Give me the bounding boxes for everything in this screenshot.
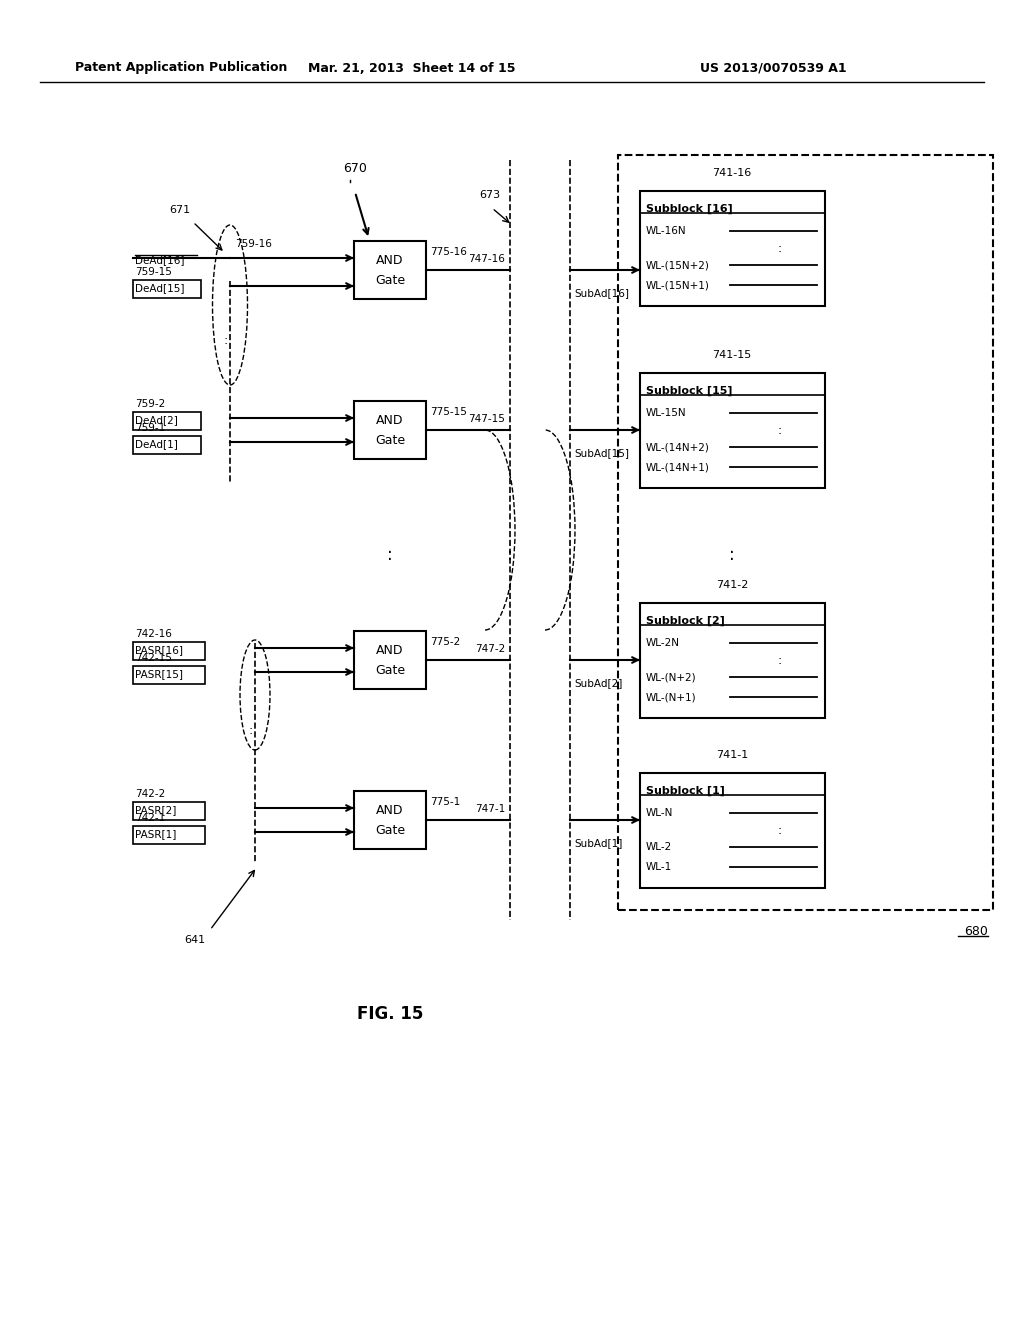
Text: WL-1: WL-1 bbox=[646, 862, 672, 873]
Text: SubAd[15]: SubAd[15] bbox=[574, 447, 629, 458]
Text: 742-16: 742-16 bbox=[135, 630, 172, 639]
Text: FIG. 15: FIG. 15 bbox=[356, 1005, 423, 1023]
Text: :: : bbox=[507, 546, 513, 564]
Text: :: : bbox=[729, 546, 735, 564]
Text: 742-2: 742-2 bbox=[135, 789, 165, 799]
Text: DeAd[15]: DeAd[15] bbox=[135, 282, 184, 293]
Bar bbox=[640, 191, 825, 306]
Text: 775-2: 775-2 bbox=[430, 638, 460, 647]
Text: SubAd[2]: SubAd[2] bbox=[574, 678, 623, 688]
Bar bbox=[354, 401, 426, 459]
Text: 673: 673 bbox=[479, 190, 501, 201]
Text: Subblock [15]: Subblock [15] bbox=[646, 385, 732, 396]
Text: WL-(N+2): WL-(N+2) bbox=[646, 672, 696, 682]
Bar bbox=[133, 803, 205, 820]
Text: 747-16: 747-16 bbox=[468, 253, 505, 264]
Text: 759-16: 759-16 bbox=[234, 239, 272, 249]
Bar bbox=[133, 667, 205, 684]
Text: 775-16: 775-16 bbox=[430, 247, 467, 257]
Text: :: : bbox=[778, 425, 782, 437]
Text: 741-2: 741-2 bbox=[716, 579, 749, 590]
Text: 670: 670 bbox=[343, 162, 367, 176]
Text: DeAd[1]: DeAd[1] bbox=[135, 440, 178, 449]
Text: 742-1: 742-1 bbox=[135, 813, 165, 822]
Text: :: : bbox=[778, 825, 782, 837]
Bar bbox=[133, 436, 201, 454]
Text: AND: AND bbox=[376, 804, 403, 817]
Text: WL-N: WL-N bbox=[646, 808, 674, 818]
Bar bbox=[133, 412, 201, 430]
Text: Subblock [2]: Subblock [2] bbox=[646, 616, 725, 626]
Bar bbox=[640, 374, 825, 488]
Text: AND: AND bbox=[376, 413, 403, 426]
Text: 671: 671 bbox=[169, 205, 190, 215]
Text: DeAd[16]: DeAd[16] bbox=[135, 255, 184, 265]
Text: WL-2N: WL-2N bbox=[646, 638, 680, 648]
Text: Subblock [1]: Subblock [1] bbox=[646, 785, 725, 796]
Bar bbox=[133, 642, 205, 660]
Text: Patent Application Publication: Patent Application Publication bbox=[75, 62, 288, 74]
Text: PASR[2]: PASR[2] bbox=[135, 805, 176, 814]
Text: WL-16N: WL-16N bbox=[646, 226, 687, 236]
Text: 747-2: 747-2 bbox=[475, 644, 505, 653]
Text: 759-2: 759-2 bbox=[135, 399, 165, 409]
Text: :: : bbox=[778, 655, 782, 668]
Text: AND: AND bbox=[376, 644, 403, 656]
Text: PASR[15]: PASR[15] bbox=[135, 669, 183, 678]
Text: 775-15: 775-15 bbox=[430, 407, 467, 417]
Bar bbox=[133, 826, 205, 843]
Text: SubAd[1]: SubAd[1] bbox=[574, 838, 623, 847]
Bar bbox=[354, 631, 426, 689]
Text: PASR[1]: PASR[1] bbox=[135, 829, 176, 840]
Bar bbox=[354, 242, 426, 300]
Text: PASR[16]: PASR[16] bbox=[135, 645, 183, 655]
Text: US 2013/0070539 A1: US 2013/0070539 A1 bbox=[700, 62, 847, 74]
Text: 742-15: 742-15 bbox=[135, 653, 172, 663]
Bar bbox=[133, 280, 201, 298]
Bar bbox=[640, 603, 825, 718]
Text: Gate: Gate bbox=[375, 273, 406, 286]
Text: Gate: Gate bbox=[375, 664, 406, 676]
Text: 759-15: 759-15 bbox=[135, 267, 172, 277]
Text: :: : bbox=[249, 723, 253, 737]
Text: 747-15: 747-15 bbox=[468, 414, 505, 424]
Text: WL-(14N+2): WL-(14N+2) bbox=[646, 442, 710, 451]
Text: Gate: Gate bbox=[375, 433, 406, 446]
Text: WL-(14N+1): WL-(14N+1) bbox=[646, 462, 710, 473]
Bar bbox=[640, 774, 825, 888]
Text: Gate: Gate bbox=[375, 824, 406, 837]
Text: AND: AND bbox=[376, 253, 403, 267]
Text: :: : bbox=[778, 243, 782, 256]
Text: WL-15N: WL-15N bbox=[646, 408, 687, 418]
Text: WL-(15N+2): WL-(15N+2) bbox=[646, 260, 710, 271]
Text: Mar. 21, 2013  Sheet 14 of 15: Mar. 21, 2013 Sheet 14 of 15 bbox=[308, 62, 516, 74]
Text: 680: 680 bbox=[965, 925, 988, 939]
Text: Subblock [16]: Subblock [16] bbox=[646, 203, 733, 214]
Text: :: : bbox=[387, 546, 393, 564]
Text: 641: 641 bbox=[184, 935, 206, 945]
Bar bbox=[618, 154, 993, 909]
Text: 747-1: 747-1 bbox=[475, 804, 505, 814]
Text: DeAd[2]: DeAd[2] bbox=[135, 414, 178, 425]
Text: 741-1: 741-1 bbox=[716, 750, 749, 760]
Text: 775-1: 775-1 bbox=[430, 797, 460, 807]
Text: WL-(15N+1): WL-(15N+1) bbox=[646, 280, 710, 290]
Text: SubAd[16]: SubAd[16] bbox=[574, 288, 629, 298]
Text: WL-2: WL-2 bbox=[646, 842, 672, 851]
Text: 759-1: 759-1 bbox=[135, 422, 165, 433]
Bar bbox=[354, 791, 426, 849]
Text: :: : bbox=[224, 334, 228, 346]
Text: 741-16: 741-16 bbox=[713, 168, 752, 178]
Text: 741-15: 741-15 bbox=[713, 350, 752, 360]
Text: WL-(N+1): WL-(N+1) bbox=[646, 692, 696, 702]
